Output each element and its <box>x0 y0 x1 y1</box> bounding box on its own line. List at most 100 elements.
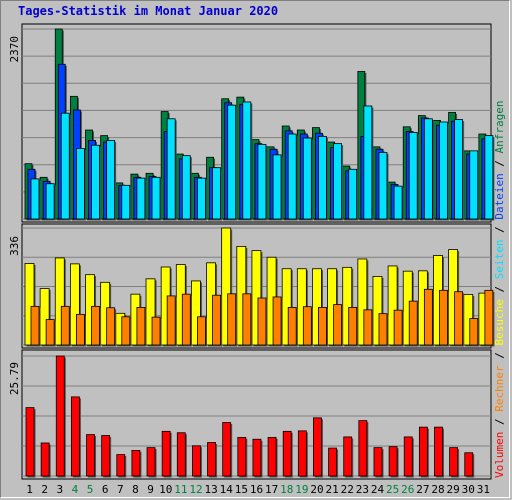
bar-rechner-day-29 <box>454 291 464 346</box>
bar-volumen-day-28 <box>434 426 443 477</box>
legend-separator: / <box>493 220 506 240</box>
bar-besuche-day-14 <box>221 227 232 346</box>
bar-seiten-day-31 <box>484 135 494 220</box>
bar-volumen-day-10 <box>161 430 171 477</box>
x-day-label-8: 8 <box>132 483 139 496</box>
y-max-labels: 2370 336 25.79 <box>8 36 21 395</box>
y-max-label-top: 2370 <box>8 36 21 63</box>
bar-volumen-day-19 <box>297 430 307 477</box>
bar-volumen-day-17 <box>267 436 277 477</box>
bar-seiten-day-28 <box>439 121 448 220</box>
bar-besuche-day-1 <box>24 263 35 346</box>
x-day-label-9: 9 <box>147 483 154 496</box>
bar-seiten-day-9 <box>151 176 161 220</box>
bar-volumen-day-7 <box>116 454 126 477</box>
bar-seiten-day-4 <box>75 148 85 220</box>
bar-seiten-day-29 <box>454 119 464 220</box>
bar-besuche-day-25 <box>387 265 398 346</box>
bar-rechner-day-13 <box>212 294 221 346</box>
x-day-label-18: 18 <box>280 483 293 496</box>
x-day-label-11: 11 <box>174 483 187 496</box>
bar-besuche-day-23 <box>357 258 368 346</box>
bar-rechner-day-7 <box>121 316 131 346</box>
x-day-label-28: 28 <box>431 483 444 496</box>
bar-rechner-day-17 <box>272 296 282 346</box>
x-day-label-14: 14 <box>220 483 234 496</box>
bar-seiten-day-1 <box>30 178 40 220</box>
x-day-label-23: 23 <box>356 483 369 496</box>
x-day-label-20: 20 <box>310 483 323 496</box>
bar-volumen-day-2 <box>40 442 50 477</box>
bar-rechner-day-22 <box>348 306 358 346</box>
bar-rechner-day-19 <box>302 306 312 346</box>
bar-rechner-day-23 <box>363 309 373 346</box>
bar-rechner-day-1 <box>30 305 40 346</box>
bar-rechner-day-6 <box>106 307 116 346</box>
bar-volumen-day-20 <box>313 417 322 477</box>
bar-rechner-day-21 <box>333 304 342 346</box>
bar-besuche-day-20 <box>312 268 322 346</box>
x-day-label-12: 12 <box>189 483 202 496</box>
bar-rechner-day-16 <box>257 297 267 346</box>
legend-seiten: Seiten <box>493 240 506 280</box>
x-day-label-13: 13 <box>204 483 217 496</box>
bar-volumen-day-23 <box>358 420 368 477</box>
bar-seiten-day-2 <box>45 183 55 220</box>
bar-seiten-day-26 <box>408 132 418 220</box>
x-day-label-2: 2 <box>41 483 48 496</box>
legend-separator: / <box>493 412 506 432</box>
bar-seiten-day-15 <box>242 101 252 220</box>
x-day-label-6: 6 <box>102 483 109 496</box>
y-max-label-bottom: 25.79 <box>8 362 21 395</box>
bar-volumen-day-27 <box>418 426 428 477</box>
bar-rechner-day-31 <box>484 289 494 346</box>
bar-besuche-day-24 <box>372 276 383 346</box>
bar-rechner-day-15 <box>242 293 252 346</box>
bar-seiten-day-24 <box>378 152 388 220</box>
bar-rechner-day-20 <box>318 306 327 346</box>
bar-volumen-day-16 <box>252 438 262 477</box>
bar-rechner-day-28 <box>439 289 448 346</box>
bar-rechner-day-4 <box>75 313 85 346</box>
chart-bars <box>24 28 495 478</box>
bar-volumen-day-4 <box>70 396 80 477</box>
x-day-label-31: 31 <box>477 483 490 496</box>
x-day-label-25: 25 <box>386 483 399 496</box>
bar-volumen-day-8 <box>131 450 141 477</box>
bar-rechner-day-27 <box>423 288 433 346</box>
x-day-label-10: 10 <box>159 483 172 496</box>
bar-seiten-day-8 <box>136 177 146 220</box>
bar-volumen-day-25 <box>388 446 398 477</box>
bar-volumen-day-13 <box>207 442 216 477</box>
legend-besuche: Besuche <box>493 299 506 345</box>
bar-volumen-day-3 <box>55 355 65 477</box>
x-day-label-4: 4 <box>72 483 79 496</box>
bar-volumen-day-14 <box>222 422 232 477</box>
bar-seiten-day-27 <box>423 118 433 220</box>
bar-volumen-day-5 <box>86 434 95 477</box>
bar-seiten-day-18 <box>287 133 297 220</box>
bar-seiten-day-22 <box>348 168 358 220</box>
bar-seiten-day-12 <box>197 177 206 220</box>
legend-separator: / <box>493 346 506 366</box>
x-day-label-24: 24 <box>371 483 385 496</box>
x-day-label-26: 26 <box>401 483 414 496</box>
bar-seiten-day-3 <box>60 112 70 220</box>
legend-volumen: Volumen <box>493 432 506 478</box>
x-day-label-16: 16 <box>250 483 263 496</box>
bar-volumen-day-30 <box>464 452 474 477</box>
bar-rechner-day-18 <box>287 306 297 346</box>
bar-rechner-day-30 <box>469 318 479 346</box>
bar-besuche-day-4 <box>69 263 80 346</box>
bar-volumen-day-29 <box>449 447 459 477</box>
bar-seiten-day-19 <box>302 137 312 220</box>
legend-separator: / <box>493 279 506 299</box>
x-day-label-19: 19 <box>295 483 308 496</box>
legend-anfragen: Anfragen <box>493 100 506 153</box>
bar-volumen-day-15 <box>237 436 247 477</box>
x-day-labels: 1 2 3 4 5 6 7 8 9 10 11 12 13 14 15 16 17 18 19 20 21 22 23 24 2… <box>26 483 490 496</box>
x-day-label-5: 5 <box>87 483 94 496</box>
x-day-label-27: 27 <box>416 483 429 496</box>
